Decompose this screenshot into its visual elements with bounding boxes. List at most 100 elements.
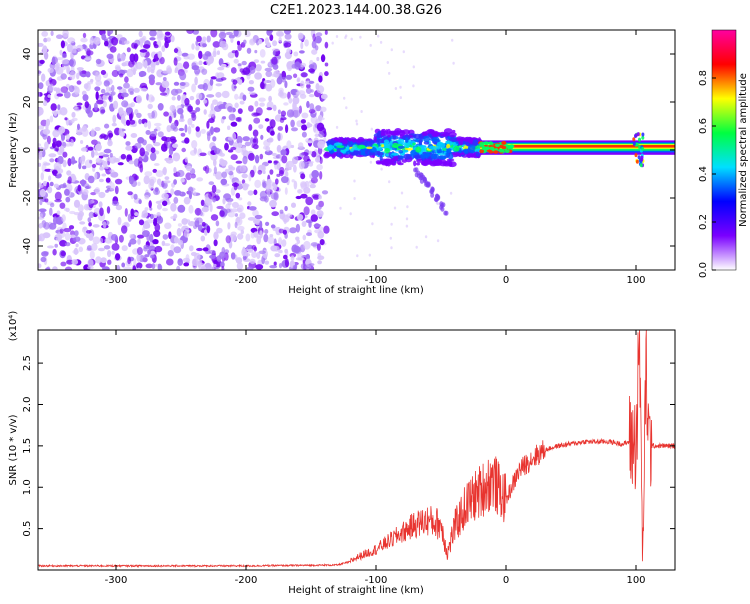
noise-cell xyxy=(169,104,176,112)
noise-cell xyxy=(212,99,218,105)
noise-cell xyxy=(248,105,254,112)
noise-cell xyxy=(289,227,297,234)
noise-cell xyxy=(227,222,231,230)
noise-cell xyxy=(156,212,161,217)
noise-cell xyxy=(144,254,150,258)
noise-cell xyxy=(210,76,217,80)
signal-cell xyxy=(402,149,409,153)
noise-cell xyxy=(228,164,233,170)
noise-cell xyxy=(225,197,234,203)
noise-cell xyxy=(80,140,84,144)
noise-cell xyxy=(39,188,46,197)
noise-cell xyxy=(94,172,98,180)
noise-cell xyxy=(293,245,301,254)
noise-cell xyxy=(183,262,190,267)
noise-cell xyxy=(269,169,274,175)
noise-cell xyxy=(115,253,121,261)
noise-cell xyxy=(399,85,402,89)
noise-cell xyxy=(94,143,102,151)
noise-cell xyxy=(301,124,308,131)
signal-cell xyxy=(632,141,636,146)
noise-cell xyxy=(128,119,136,125)
noise-cell xyxy=(76,102,83,106)
signal-cell xyxy=(418,145,427,148)
noise-cell xyxy=(303,206,310,216)
noise-cell xyxy=(59,184,67,189)
noise-cell xyxy=(148,200,152,209)
noise-cell xyxy=(80,147,88,152)
noise-cell xyxy=(435,201,439,205)
noise-cell xyxy=(85,230,92,234)
noise-cell xyxy=(209,108,216,118)
noise-cell xyxy=(242,67,251,75)
noise-cell xyxy=(123,266,132,270)
noise-cell xyxy=(85,50,94,56)
noise-cell xyxy=(64,242,71,247)
noise-cell xyxy=(405,224,409,228)
noise-cell xyxy=(111,250,115,255)
noise-cell xyxy=(103,245,111,250)
noise-cell xyxy=(118,107,124,115)
noise-cell xyxy=(162,70,170,74)
noise-cell xyxy=(206,225,211,234)
noise-cell xyxy=(118,40,122,45)
signal-cell xyxy=(479,142,485,146)
noise-cell xyxy=(425,181,430,187)
noise-cell xyxy=(261,164,266,170)
noise-cell xyxy=(46,135,51,145)
noise-cell xyxy=(43,251,49,255)
noise-cell xyxy=(130,215,135,220)
noise-cell xyxy=(324,62,329,67)
signal-cell xyxy=(350,148,354,153)
noise-cell xyxy=(277,126,283,131)
x-tick-label: 0 xyxy=(503,275,509,286)
noise-cell xyxy=(231,182,240,187)
noise-cell xyxy=(279,92,288,99)
noise-cell xyxy=(86,245,93,251)
noise-cell xyxy=(295,91,301,95)
noise-cell xyxy=(117,216,122,226)
noise-cell xyxy=(290,255,295,262)
noise-cell xyxy=(213,263,217,268)
noise-cell xyxy=(380,167,383,171)
noise-cell xyxy=(356,254,359,258)
noise-cell xyxy=(246,244,253,250)
noise-cell xyxy=(109,169,115,173)
spectrogram-x-label: Height of straight line (km) xyxy=(288,285,424,296)
noise-cell xyxy=(173,48,179,54)
noise-cell xyxy=(144,207,149,211)
noise-cell xyxy=(137,267,141,270)
x-tick-label: -300 xyxy=(105,575,128,586)
noise-cell xyxy=(276,173,281,177)
noise-cell xyxy=(74,86,80,95)
noise-cell xyxy=(221,265,225,270)
noise-cell xyxy=(49,207,53,216)
noise-cell xyxy=(286,213,292,218)
noise-cell xyxy=(78,70,83,77)
noise-cell xyxy=(136,253,141,262)
noise-cell xyxy=(64,188,70,196)
noise-cell xyxy=(125,141,131,146)
noise-cell xyxy=(284,33,292,40)
noise-cell xyxy=(244,141,252,147)
noise-cell xyxy=(294,61,301,70)
noise-cell xyxy=(291,179,295,183)
carrier-band xyxy=(480,145,675,148)
noise-cell xyxy=(50,30,54,36)
signal-cell xyxy=(366,146,373,150)
noise-cell xyxy=(191,43,195,50)
noise-cell xyxy=(64,117,68,121)
noise-cell xyxy=(198,50,203,60)
noise-cell xyxy=(285,74,293,80)
noise-cell xyxy=(335,35,339,38)
noise-cell xyxy=(215,189,221,194)
noise-cell xyxy=(239,100,245,105)
noise-cell xyxy=(101,33,107,41)
noise-cell xyxy=(309,183,316,189)
noise-cell xyxy=(90,192,97,196)
noise-cell xyxy=(231,208,238,213)
noise-cell xyxy=(41,220,47,228)
noise-cell xyxy=(316,37,322,44)
noise-cell xyxy=(67,37,76,44)
